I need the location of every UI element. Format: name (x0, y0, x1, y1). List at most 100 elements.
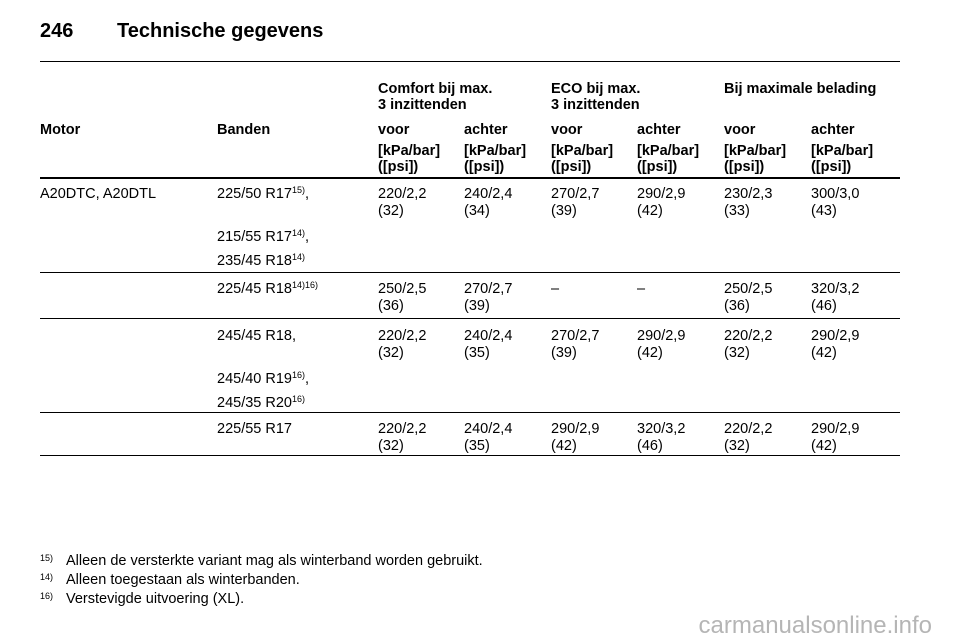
pressure-cell: 230/2,3 (724, 186, 773, 202)
pressure-cell: 250/2,5 (378, 281, 427, 297)
tyre-suffix: , (305, 186, 310, 202)
motor-cell: A20DTC, A20DTL (40, 186, 157, 202)
tyre-text: 225/55 R17 (217, 421, 292, 437)
pressure-cell: – (637, 281, 646, 297)
pressure-cell: 290/2,9 (637, 328, 686, 344)
footnote-ref: 14)16) (291, 280, 318, 290)
page-title: Technische gegevens (117, 20, 324, 42)
row-rule (40, 318, 900, 319)
tyre-size: 215/55 R1714), (217, 228, 310, 246)
pressure-cell: 290/2,9 (637, 186, 686, 202)
pressure-cell: (36) (378, 298, 404, 314)
pressure-cell: (32) (378, 345, 404, 361)
group-header: Bij maximale belading (724, 81, 877, 97)
tyre-size: 225/50 R1715), (217, 185, 310, 203)
tyre-size: 245/35 R2016) (217, 394, 305, 412)
row-rule (40, 412, 900, 413)
pressure-cell: 240/2,4 (464, 328, 513, 344)
column-header: Banden (217, 122, 271, 138)
pressure-cell: (42) (637, 345, 663, 361)
column-header: achter (811, 122, 855, 138)
pressure-cell: 320/3,2 (637, 421, 686, 437)
tyre-text: 235/45 R18 (217, 253, 292, 269)
footnote-ref: 16) (291, 394, 305, 404)
header-rule (40, 61, 900, 62)
pressure-cell: 270/2,7 (551, 186, 600, 202)
pressure-cell: 300/3,0 (811, 186, 860, 202)
pressure-cell: (39) (551, 345, 577, 361)
tyre-text: 245/40 R19 (217, 371, 292, 387)
pressure-cell: 270/2,7 (551, 328, 600, 344)
column-header: voor (551, 122, 583, 138)
unit-header: ([psi]) (464, 159, 505, 175)
footnote-text: Alleen toegestaan als winterbanden. (66, 572, 300, 588)
tyre-size: 235/45 R1814) (217, 253, 305, 270)
column-header: achter (637, 122, 681, 138)
unit-header: ([psi]) (811, 159, 852, 175)
footnote-ref: 14) (291, 228, 305, 238)
unit-header: [kPa/bar] (464, 143, 527, 159)
column-header: achter (464, 122, 508, 138)
pressure-cell: 220/2,2 (724, 421, 773, 437)
column-header: voor (378, 122, 410, 138)
row-rule (40, 455, 900, 456)
tyre-suffix: , (305, 229, 310, 245)
pressure-cell: 290/2,9 (811, 328, 860, 344)
pressure-cell: (42) (811, 438, 837, 454)
column-header: Motor (40, 122, 81, 138)
unit-header: ([psi]) (378, 159, 419, 175)
pressure-cell: (32) (724, 345, 750, 361)
pressure-cell: 290/2,9 (811, 421, 860, 437)
pressure-cell: 220/2,2 (378, 186, 427, 202)
pressure-cell: (39) (464, 298, 490, 314)
unit-header: [kPa/bar] (724, 143, 787, 159)
unit-header: ([psi]) (637, 159, 678, 175)
tyre-text: 215/55 R17 (217, 229, 292, 245)
pressure-cell: (42) (637, 203, 663, 219)
unit-header: ([psi]) (551, 159, 592, 175)
pressure-cell: 220/2,2 (724, 328, 773, 344)
footnote-mark: 15) (40, 553, 54, 563)
pressure-cell: (42) (811, 345, 837, 361)
tyre-size: 225/55 R17 (217, 421, 292, 437)
footnote-ref: 15) (291, 185, 305, 195)
pressure-cell: (39) (551, 203, 577, 219)
pressure-cell: (34) (464, 203, 490, 219)
unit-header: [kPa/bar] (637, 143, 700, 159)
pressure-cell: 240/2,4 (464, 186, 513, 202)
unit-header: [kPa/bar] (811, 143, 874, 159)
footnote-text: Verstevigde uitvoering (XL). (66, 591, 245, 607)
unit-header: [kPa/bar] (378, 143, 441, 159)
pressure-cell: (35) (464, 345, 490, 361)
group-header: ECO bij max. (551, 81, 641, 97)
pressure-cell: 290/2,9 (551, 421, 600, 437)
pressure-cell: 220/2,2 (378, 421, 427, 437)
column-header: voor (724, 122, 756, 138)
footnote-text: Alleen de versterkte variant mag als win… (66, 553, 483, 569)
pressure-cell: (33) (724, 203, 750, 219)
pressure-cell: 270/2,7 (464, 281, 513, 297)
footnote-ref: 16) (291, 370, 305, 380)
pressure-cell: 240/2,4 (464, 421, 513, 437)
pressure-cell: (36) (724, 298, 750, 314)
pressure-cell: 220/2,2 (378, 328, 427, 344)
tyre-suffix: , (305, 371, 310, 387)
footnote-mark: 16) (40, 591, 54, 601)
pressure-cell: (43) (811, 203, 837, 219)
tyre-text: 225/50 R17 (217, 186, 292, 202)
watermark: carmanualsonline.info (698, 612, 932, 639)
row-rule (40, 272, 900, 273)
unit-header: [kPa/bar] (551, 143, 614, 159)
tyre-size: 225/45 R1814)16) (217, 280, 318, 298)
tyre-text: 225/45 R18 (217, 281, 292, 297)
pressure-cell: (32) (724, 438, 750, 454)
group-header: Comfort bij max. (378, 81, 493, 97)
pressure-cell: 320/3,2 (811, 281, 860, 297)
pressure-cell: 250/2,5 (724, 281, 773, 297)
footnote-mark: 14) (40, 572, 54, 582)
tyre-size: 245/40 R1916), (217, 370, 310, 388)
unit-header: ([psi]) (724, 159, 765, 175)
pressure-cell: – (551, 281, 560, 297)
pressure-cell: (46) (811, 298, 837, 314)
pressure-cell: (32) (378, 438, 404, 454)
